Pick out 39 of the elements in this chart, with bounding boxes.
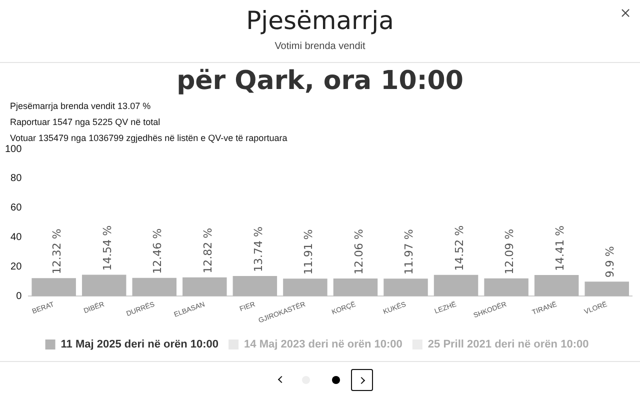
data-label: 9.9 % [604,246,617,278]
bar [232,276,278,296]
data-label: 11.91 % [302,229,316,275]
bar [333,278,378,296]
data-label: 12.82 % [202,228,215,274]
bar [283,278,328,296]
bar [32,278,76,296]
legend-label: 14 Maj 2023 deri në orën 10:00 [244,338,402,351]
text: Pjesëmarrja [245,6,395,35]
data-label: 12.09 % [503,228,516,274]
y-tick-label: 60 [10,202,22,214]
y-tick-label: 20 [10,262,22,273]
bar [534,275,579,296]
data-label: 12.06 % [352,229,366,274]
bar [584,282,629,296]
y-tick-label: 0 [16,290,22,302]
bar [484,278,528,296]
data-label: 13.74 % [252,226,265,272]
bar [132,278,176,296]
data-label: 11.97 % [402,229,416,275]
data-label: 14.52 % [452,225,466,271]
data-label: 14.54 % [100,225,114,271]
text: Votimi brenda vendit [274,41,366,52]
text: Raportuar 1547 nga 5225 QV në total [10,116,162,129]
bar [434,274,478,296]
bar [182,277,227,296]
y-tick-label: 80 [10,173,22,184]
data-label: 14.41 % [553,226,566,271]
bar [384,278,428,296]
legend-label: 25 Prill 2021 deri në orën 10:00 [428,338,589,351]
data-label: 12.32 % [50,228,64,274]
text: Pjesëmarrja brenda vendit 13.07 % [10,100,152,113]
legend-label: 11 Maj 2025 deri në orën 10:00 [60,338,219,351]
data-label: 12.46 % [151,228,164,274]
text: Votuar 135479 nga 1036799 zgjedhës në listën e QV-ve të raportuara [10,133,288,143]
y-tick-label: 40 [10,232,22,244]
bar [82,274,126,296]
y-tick-label: 100 [4,144,22,155]
chart-title: për Qark, ora 10:00 [176,66,464,96]
